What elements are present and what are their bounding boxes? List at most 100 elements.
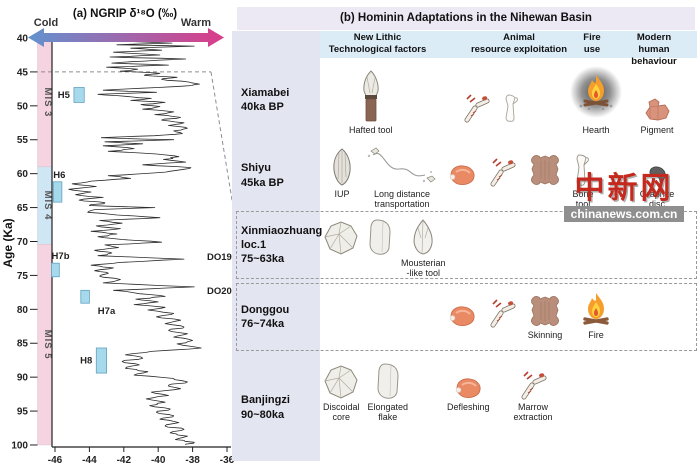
meat-icon [453,360,483,400]
item-label: Defleshing [447,402,490,412]
cell-animal [447,59,589,141]
cold-warm-arrow [28,28,224,47]
item-plain-bone [501,65,523,123]
item-hafted-tool: Hafted tool [349,65,393,135]
x-tick-label: -40 [151,455,166,466]
y-tick-label: 90 [17,373,29,384]
discoidal-core-icon [323,360,359,400]
y-tick-label: 55 [17,135,29,146]
item-discoidal-core: Discoidal core [323,360,360,423]
heinrich-label-h5: H5 [58,90,71,101]
hide-icon [527,288,563,328]
column-header-modern: Modern human behaviour [631,32,677,67]
column-header-lithic: New Lithic Technological factors [328,32,427,55]
y-tick-label: 85 [17,339,29,350]
column-headers: New Lithic Technological factors Animal r… [320,31,697,67]
site-row-shiyu: Shiyu 45ka BP IUP Long distance transportat… [236,142,697,209]
site-row-banjingzi: Banjingzi 90~80ka Discoidal core Elongated … [236,355,697,460]
site-column-background [232,31,320,461]
cut-bones-icon [485,147,519,187]
y-tick-label: 40 [17,34,29,45]
site-row-xiamabei: Xiamabei 40ka BP Hafted tool Hearth Pigment [236,58,697,142]
transport-path-icon [365,147,439,187]
hafted-tool-icon [354,65,388,123]
mis-zone-label: MIS 3 [42,88,53,118]
hearth-icon [567,65,625,123]
item-cut-bones [485,147,519,187]
heinrich-label-h8: H8 [80,356,92,367]
do-event-label-do19: DO19 [207,252,232,263]
item-label: Discoidal core [323,402,360,423]
item-label: Elongated flake [367,402,409,423]
item-hide [527,147,563,187]
cell-animal: Bone tool [447,143,594,209]
cell-fire: Hearth [570,59,622,141]
chinanews-logo-text: 中新网 [574,171,674,206]
y-tick-label: 100 [11,440,28,451]
x-tick-label: -36 [220,455,235,466]
y-tick-label: 60 [17,169,29,180]
item-discoidal-core [323,216,359,256]
site-label-xinmiaozhuang: Xinmiaozhuang loc.1 75~63ka [241,224,323,266]
meat-icon [447,147,477,187]
item-fire: Fire [577,288,615,340]
item-meat: Defleshing [447,360,490,412]
mis-zone-label: MIS 5 [42,330,53,360]
item-transport-path: Long distance transportation [365,147,439,210]
cell-lithic: Mousterian -like tool [323,212,449,278]
discoidal-core-icon [323,216,359,256]
item-meat [447,147,477,187]
y-tick-label: 50 [17,101,29,112]
item-cut-bones [459,65,493,123]
y-tick-label: 75 [17,271,29,282]
y-tick-label: 45 [17,67,29,78]
item-label: Graphite disc [639,189,675,210]
warm-label: Warm [181,17,211,29]
item-label: Skinning [527,330,563,340]
heinrich-label-h7a: H7a [98,306,116,317]
item-label: Bone tool [572,189,594,210]
item-label: IUP [334,189,350,199]
iup-blade-icon [327,147,357,187]
hominin-panel: (b) Hominin Adaptations in the Nihewan B… [232,0,700,474]
mis-zone-label: MIS 4 [42,191,53,221]
x-tick-label: -44 [82,455,97,466]
do-event-label-do20: DO20 [207,286,232,297]
meat-icon [447,288,477,328]
cell-fire: Fire [573,284,619,350]
cut-bones-icon [516,360,550,400]
elongated-flake-icon [367,216,393,256]
item-cut-bones [485,288,519,328]
item-label: Marrow extraction [513,402,553,423]
item-iup-blade: IUP [327,147,357,199]
cell-animal: Skinning [447,284,577,350]
age-axis-label: Age (Ka) [1,218,15,267]
connector-dashed-diagonal [210,71,234,210]
item-hide: Skinning [527,288,563,340]
y-tick-label: 70 [17,237,29,248]
x-tick-label: -38 [185,455,200,466]
heinrich-event-h5 [73,87,85,103]
y-tick-label: 95 [17,407,29,418]
cell-lithic: Discoidal core Elongated flake [323,356,449,459]
cell-lithic: IUP Long distance transportation [323,143,453,210]
chart-dynamic-layer: MIS 3 MIS 4 MIS 5 40 45 50 55 60 65 70 75 80 85 90 95 1… [11,34,234,467]
site-label-banjingzi: Banjingzi 90~80ka [241,394,290,421]
item-mousterian-tool: Mousterian -like tool [401,216,446,279]
elongated-flake-icon [375,360,401,400]
cut-bones-icon [485,288,519,328]
panel-b-title: (b) Hominin Adaptations in the Nihewan B… [237,7,695,30]
graphite-disc-icon [645,147,669,187]
item-label: Pigment [640,125,674,135]
pigment-icon [641,65,673,123]
item-meat [447,288,477,328]
site-row-xinmiaozhuang: Xinmiaozhuang loc.1 75~63ka Mousterian -lik… [236,211,697,279]
heinrich-event-h7a [80,289,90,304]
item-label: Fire [588,330,604,340]
heinrich-label-h7b: H7b [52,251,70,262]
item-elongated-flake [367,216,393,256]
y-tick-label: 65 [17,203,29,214]
site-label-shiyu: Shiyu 45ka BP [241,162,284,189]
column-header-fire: Fire use [583,32,601,55]
